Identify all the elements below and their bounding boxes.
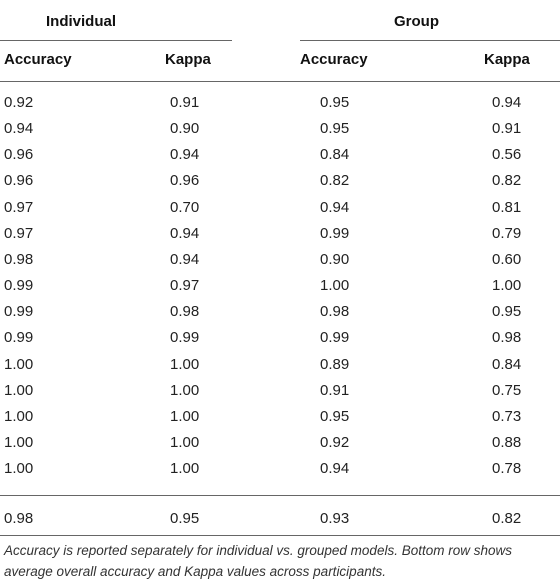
cell-accuracy-individual: 1.00 [4,355,34,373]
cell-accuracy-group: 0.84 [320,146,350,164]
table-row: 1.00 1.00 0.89 0.84 [0,356,560,382]
table-row: 0.94 0.90 0.95 0.91 [0,120,560,146]
cell-kappa-group: 0.81 [492,198,522,216]
cell-accuracy-individual: 0.96 [4,146,34,164]
cell-accuracy-individual: 0.99 [4,303,34,321]
cell-kappa-individual: 0.70 [170,198,200,216]
cell-kappa-individual: 0.94 [170,146,200,164]
cell-accuracy-individual: 0.96 [4,172,34,190]
group-underline [300,40,560,41]
table-row: 1.00 1.00 0.91 0.75 [0,382,560,408]
cell-accuracy-group: 0.95 [320,120,350,138]
group-header-group: Group [394,13,439,30]
cell-accuracy-group: 1.00 [320,277,350,294]
table-row: 0.99 0.99 0.99 0.98 [0,329,560,355]
cell-kappa-individual: 0.90 [170,120,200,138]
cell-accuracy-group: 0.82 [320,172,350,190]
cell-kappa-individual: 1.00 [170,355,200,373]
cell-kappa-group: 0.56 [492,146,522,164]
cell-accuracy-individual: 0.92 [4,94,34,111]
cell-kappa-group: 0.75 [492,381,522,399]
cell-kappa-group: 0.94 [492,94,522,111]
cell-accuracy-individual: 0.99 [4,277,34,294]
cell-accuracy-group: 0.95 [320,407,350,425]
cell-accuracy-individual: 1.00 [4,460,34,478]
table-row: 1.00 1.00 0.94 0.78 [0,460,560,486]
average-accuracy-group: 0.93 [320,510,350,527]
cell-kappa-individual: 0.98 [170,303,200,321]
cell-accuracy-group: 0.90 [320,250,350,268]
cell-kappa-group: 0.82 [492,172,522,190]
cell-accuracy-group: 0.99 [320,329,350,347]
cell-accuracy-individual: 1.00 [4,433,34,451]
table-row: 0.96 0.96 0.82 0.82 [0,172,560,198]
cell-kappa-group: 0.91 [492,120,522,138]
cell-accuracy-group: 0.95 [320,94,350,111]
cell-kappa-group: 0.98 [492,329,522,347]
cell-accuracy-individual: 0.97 [4,198,34,216]
average-row: 0.98 0.95 0.93 0.82 [0,510,560,536]
cell-accuracy-group: 0.92 [320,433,350,451]
average-accuracy-individual: 0.98 [4,510,34,527]
cell-accuracy-individual: 1.00 [4,407,34,425]
average-kappa-group: 0.82 [492,510,522,527]
column-header-kappa-group: Kappa [484,51,530,68]
cell-kappa-group: 0.60 [492,250,522,268]
cell-accuracy-individual: 0.94 [4,120,34,138]
cell-kappa-individual: 1.00 [170,407,200,425]
table-row: 0.96 0.94 0.84 0.56 [0,146,560,172]
cell-kappa-individual: 1.00 [170,460,200,478]
cell-kappa-group: 0.78 [492,460,522,478]
cell-kappa-individual: 0.97 [170,277,200,294]
table-row: 1.00 1.00 0.95 0.73 [0,408,560,434]
table-row: 0.98 0.94 0.90 0.60 [0,251,560,277]
cell-kappa-individual: 0.94 [170,224,200,242]
cell-kappa-group: 1.00 [492,277,522,294]
column-header-accuracy-individual: Accuracy [4,51,72,68]
cell-accuracy-group: 0.91 [320,381,350,399]
table-footnote: Accuracy is reported separately for indi… [4,543,512,579]
table-row: 0.92 0.91 0.95 0.94 [0,94,560,120]
cell-kappa-individual: 1.00 [170,381,200,399]
cell-accuracy-group: 0.99 [320,224,350,242]
cell-kappa-individual: 0.96 [170,172,200,190]
cell-accuracy-individual: 0.99 [4,329,34,347]
group-header-individual: Individual [46,13,117,30]
cell-accuracy-group: 0.98 [320,303,350,321]
cell-kappa-group: 0.95 [492,303,522,321]
cell-kappa-group: 0.73 [492,407,522,425]
cell-kappa-individual: 1.00 [170,433,200,451]
column-header-kappa-individual: Kappa [165,51,211,68]
cell-accuracy-group: 0.89 [320,355,350,373]
cell-accuracy-group: 0.94 [320,460,350,478]
cell-kappa-individual: 0.99 [170,329,200,347]
cell-kappa-individual: 0.94 [170,250,200,268]
cell-kappa-group: 0.79 [492,224,522,242]
bottom-rule [0,535,560,536]
header-rule [0,81,560,82]
cell-accuracy-individual: 0.98 [4,250,34,268]
table-row: 0.97 0.70 0.94 0.81 [0,199,560,225]
table-row: 0.97 0.94 0.99 0.79 [0,225,560,251]
individual-underline [0,40,232,41]
cell-kappa-individual: 0.91 [170,94,200,111]
table-row: 0.99 0.97 1.00 1.00 [0,277,560,303]
cell-accuracy-group: 0.94 [320,198,350,216]
cell-accuracy-individual: 0.97 [4,224,34,242]
table-row: 0.99 0.98 0.98 0.95 [0,303,560,329]
column-header-accuracy-group: Accuracy [300,51,368,68]
cell-accuracy-individual: 1.00 [4,381,34,399]
average-rule [0,495,560,496]
cell-kappa-group: 0.84 [492,355,522,373]
cell-kappa-group: 0.88 [492,433,522,451]
table-row: 1.00 1.00 0.92 0.88 [0,434,560,460]
average-kappa-individual: 0.95 [170,510,200,527]
